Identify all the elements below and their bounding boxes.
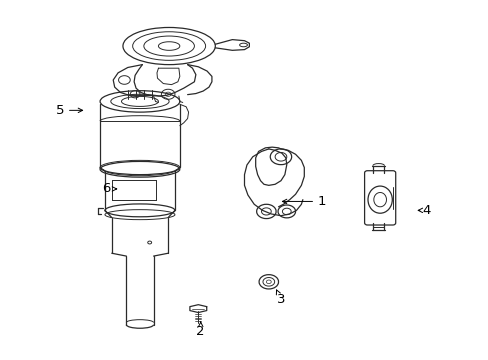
Text: 5: 5	[55, 104, 82, 117]
Text: 6: 6	[102, 183, 117, 195]
Text: 4: 4	[417, 204, 430, 217]
Text: 1: 1	[282, 195, 326, 208]
Text: 3: 3	[276, 290, 285, 306]
Text: 2: 2	[196, 322, 204, 338]
